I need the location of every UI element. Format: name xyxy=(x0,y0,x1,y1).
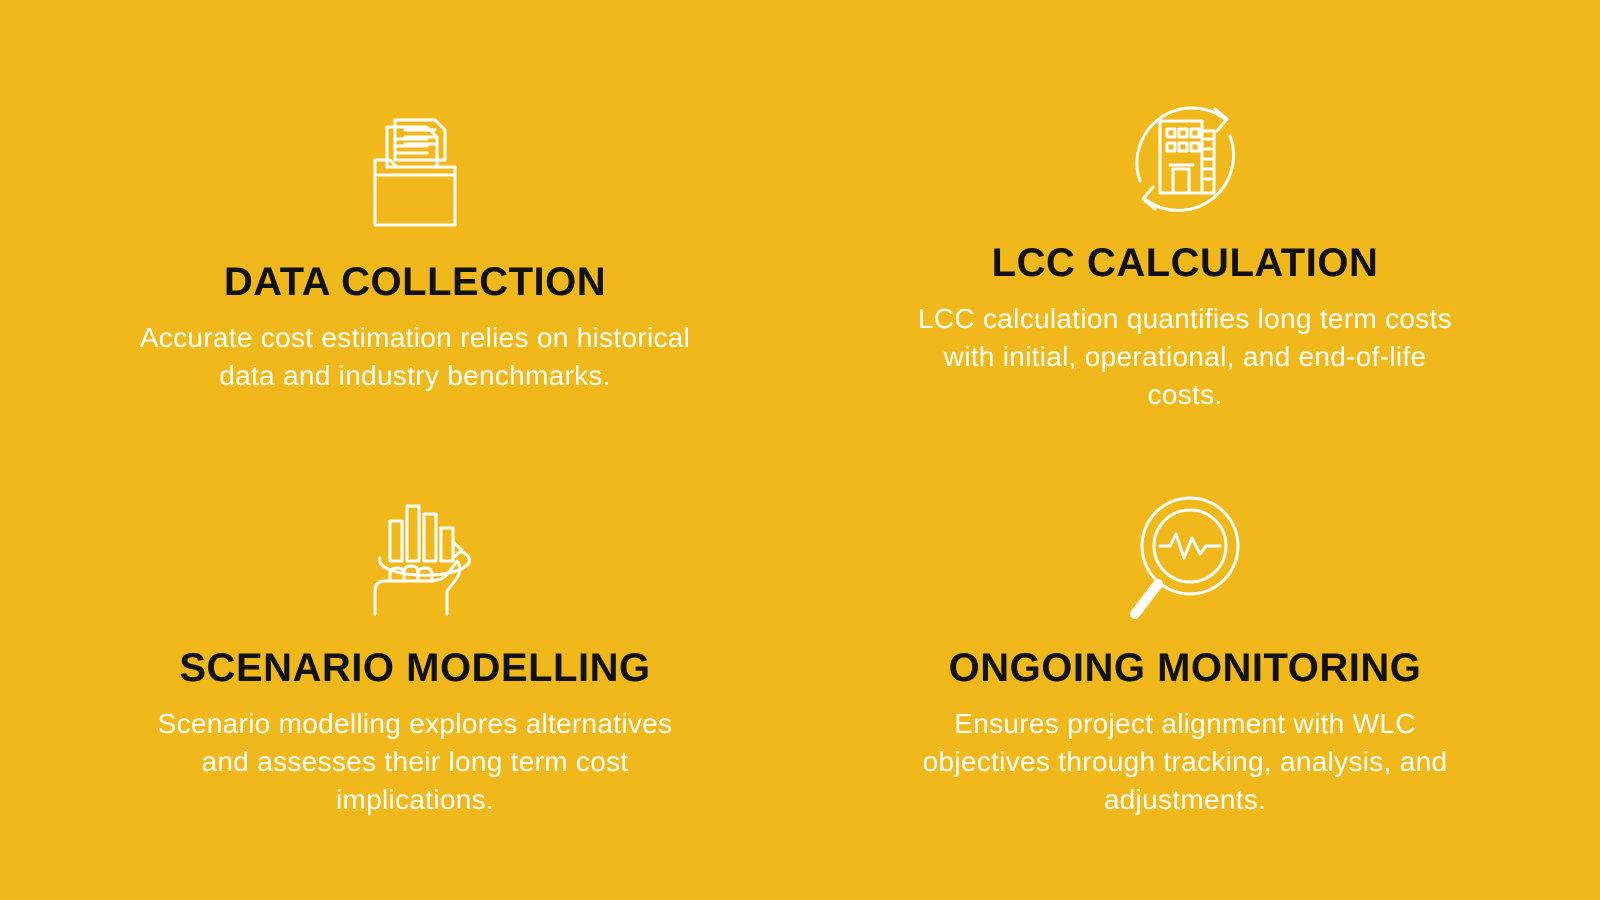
card-title: DATA COLLECTION xyxy=(224,260,606,305)
card-scenario-modelling: SCENARIO MODELLING Scenario modelling ex… xyxy=(80,465,750,840)
card-title: LCC CALCULATION xyxy=(992,241,1379,286)
card-lcc-calculation: LCC CALCULATION LCC calculation quantifi… xyxy=(850,60,1520,435)
card-data-collection: DATA COLLECTION Accurate cost estimation… xyxy=(80,60,750,435)
hand-chart-icon xyxy=(335,486,495,636)
card-ongoing-monitoring: ONGOING MONITORING Ensures project align… xyxy=(850,465,1520,840)
card-description: LCC calculation quantifies long term cos… xyxy=(905,300,1465,413)
card-description: Ensures project alignment with WLC objec… xyxy=(905,705,1465,818)
card-description: Accurate cost estimation relies on histo… xyxy=(135,319,695,395)
card-description: Scenario modelling explores alternatives… xyxy=(135,705,695,818)
card-title: ONGOING MONITORING xyxy=(949,646,1422,691)
folder-document-icon xyxy=(345,100,485,250)
building-cycle-icon xyxy=(1105,81,1265,231)
magnifier-pulse-icon xyxy=(1110,486,1260,636)
card-title: SCENARIO MODELLING xyxy=(179,646,650,691)
